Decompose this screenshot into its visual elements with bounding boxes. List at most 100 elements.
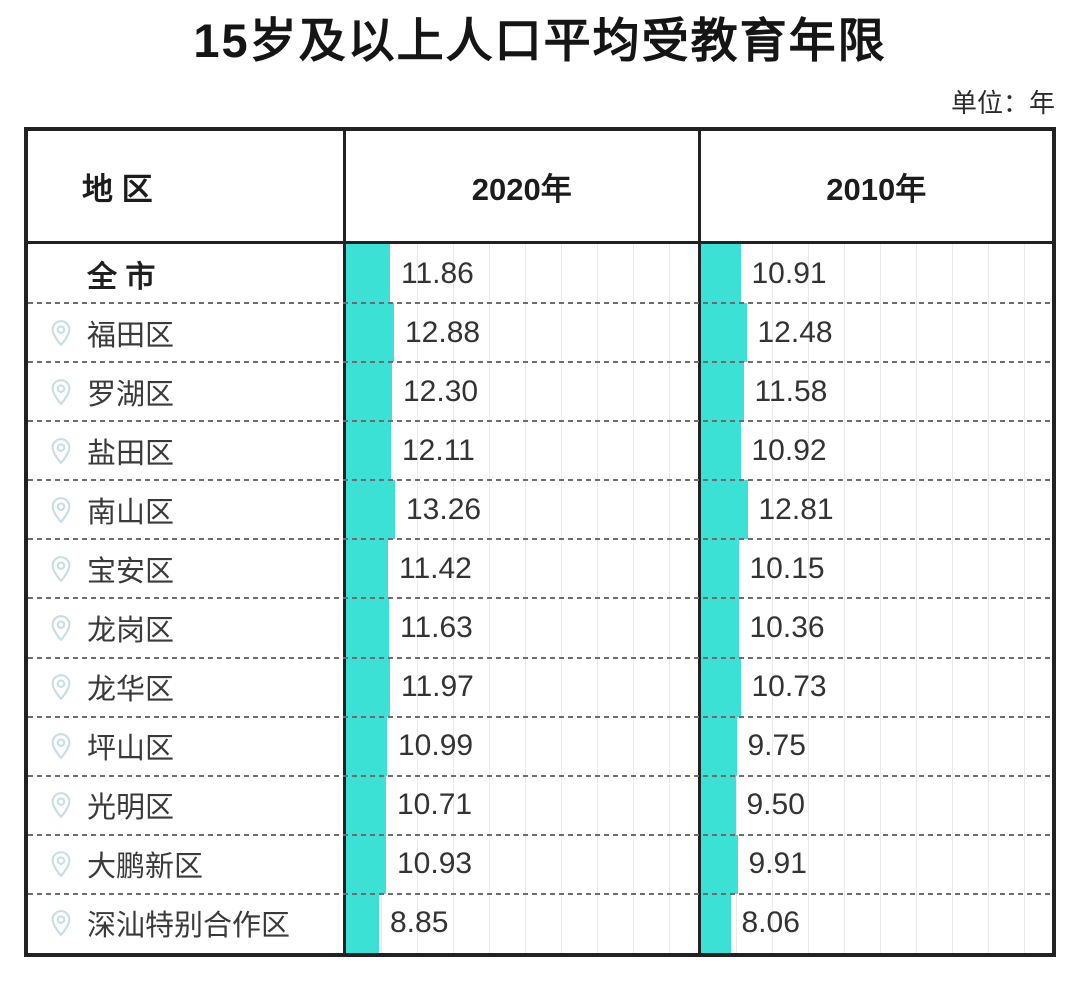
header-2010: 2010年 <box>697 131 1053 241</box>
value-label-2010: 12.48 <box>757 315 833 349</box>
value-bar-2020 <box>346 362 392 422</box>
value-bar-2020 <box>346 834 386 894</box>
location-pin-icon <box>51 496 71 523</box>
table-row: 福田区 12.88 12.48 <box>28 302 1052 363</box>
region-cell: 福田区 <box>28 303 343 362</box>
region-cell: 坪山区 <box>28 717 343 776</box>
cell-2020: 10.71 <box>343 775 698 835</box>
table-row: 宝安区 11.42 10.15 <box>28 538 1052 599</box>
cell-2010: 10.92 <box>697 421 1052 481</box>
value-bar-2020 <box>346 303 394 363</box>
table-header-row: 地 区 2020年 2010年 <box>28 131 1052 244</box>
cell-2020: 12.30 <box>343 362 698 422</box>
value-label-2020: 10.93 <box>397 847 473 881</box>
value-label-2020: 13.26 <box>406 492 482 526</box>
value-bar-2010 <box>700 716 737 776</box>
location-pin-icon <box>51 555 71 582</box>
table-row: 龙华区 11.97 10.73 <box>28 656 1052 717</box>
region-cell: 罗湖区 <box>28 362 343 421</box>
region-name: 宝安区 <box>87 555 175 588</box>
table-row: 龙岗区 11.63 10.36 <box>28 597 1052 658</box>
region-name: 龙岗区 <box>87 615 175 647</box>
value-label-2020: 12.30 <box>403 374 479 408</box>
value-bar-2010 <box>700 893 731 953</box>
value-bar-2020 <box>346 893 379 953</box>
value-bar-2010 <box>700 775 736 835</box>
region-name: 福田区 <box>87 319 175 352</box>
cell-2010: 10.36 <box>697 598 1052 658</box>
data-table: 地 区 2020年 2010年 全 市 11.86 10.91 福田区 <box>24 127 1056 957</box>
value-bar-2010 <box>700 657 741 717</box>
table-row: 坪山区 10.99 9.75 <box>28 715 1052 776</box>
region-cell: 全 市 <box>28 244 343 303</box>
value-bar-2010 <box>700 598 739 658</box>
region-name: 龙华区 <box>87 674 175 707</box>
value-bar-2010 <box>700 303 747 363</box>
value-bar-2010 <box>700 362 744 422</box>
value-label-2010: 10.92 <box>751 433 827 467</box>
location-pin-icon <box>51 615 71 641</box>
header-2020: 2020年 <box>343 131 698 241</box>
value-bar-2020 <box>346 716 387 776</box>
value-label-2010: 10.73 <box>751 670 827 704</box>
region-name: 盐田区 <box>87 437 175 470</box>
value-label-2010: 10.15 <box>749 551 825 585</box>
table-row: 全 市 11.86 10.91 <box>28 244 1052 304</box>
cell-2010: 10.73 <box>697 657 1052 717</box>
cell-2020: 13.26 <box>343 480 698 540</box>
table-row: 光明区 10.71 9.50 <box>28 774 1052 835</box>
value-bar-2020 <box>346 244 390 304</box>
value-bar-2010 <box>700 244 741 304</box>
value-label-2010: 9.75 <box>747 729 806 763</box>
value-bar-2020 <box>346 421 391 481</box>
cell-2020: 8.85 <box>343 893 698 953</box>
location-pin-icon <box>51 378 71 405</box>
region-name: 南山区 <box>87 496 175 529</box>
value-label-2010: 10.36 <box>749 611 825 644</box>
cell-2020: 10.99 <box>343 716 698 776</box>
cell-2020: 11.42 <box>343 539 698 599</box>
table-row: 大鹏新区 10.93 9.91 <box>28 833 1052 894</box>
region-cell: 宝安区 <box>28 539 343 598</box>
table-row: 罗湖区 12.30 11.58 <box>28 361 1052 422</box>
value-bar-2020 <box>346 598 389 658</box>
value-bar-2010 <box>700 834 738 894</box>
region-name: 罗湖区 <box>87 378 175 411</box>
value-bar-2020 <box>346 539 388 599</box>
location-pin-icon <box>51 437 71 464</box>
value-label-2020: 11.63 <box>400 611 473 644</box>
table-row: 南山区 13.26 12.81 <box>28 479 1052 540</box>
region-name: 全 市 <box>87 260 156 294</box>
value-label-2020: 12.88 <box>405 315 481 349</box>
table-body: 全 市 11.86 10.91 福田区 12.88 12.48 <box>28 244 1052 953</box>
header-region: 地 区 <box>82 171 153 207</box>
location-pin-icon <box>51 792 71 819</box>
region-cell: 龙华区 <box>28 658 343 717</box>
region-name: 大鹏新区 <box>87 851 204 884</box>
value-label-2010: 9.50 <box>746 788 805 822</box>
value-label-2020: 11.86 <box>401 256 474 290</box>
region-cell: 盐田区 <box>28 421 343 480</box>
page-title: 15岁及以上人口平均受教育年限 <box>193 14 887 67</box>
location-pin-icon <box>51 319 71 346</box>
cell-2010: 9.75 <box>697 716 1052 776</box>
value-label-2020: 11.97 <box>401 670 474 704</box>
region-name: 坪山区 <box>87 733 175 766</box>
value-bar-2020 <box>346 480 395 540</box>
value-label-2020: 10.71 <box>397 788 473 822</box>
cell-2020: 11.63 <box>343 598 698 658</box>
cell-2020: 11.86 <box>343 244 698 304</box>
value-bar-2010 <box>700 421 741 481</box>
value-label-2020: 11.42 <box>399 551 472 585</box>
cell-2010: 10.91 <box>697 244 1052 304</box>
cell-2010: 9.91 <box>697 834 1052 894</box>
region-cell: 光明区 <box>28 776 343 835</box>
location-pin-icon <box>51 733 71 760</box>
region-name: 深汕特别合作区 <box>87 910 291 943</box>
value-label-2010: 11.58 <box>754 374 828 408</box>
value-label-2020: 12.11 <box>402 433 475 467</box>
cell-2010: 12.81 <box>697 480 1052 540</box>
value-label-2010: 9.91 <box>748 847 807 881</box>
location-pin-icon <box>51 910 71 937</box>
value-label-2020: 8.85 <box>390 906 449 940</box>
